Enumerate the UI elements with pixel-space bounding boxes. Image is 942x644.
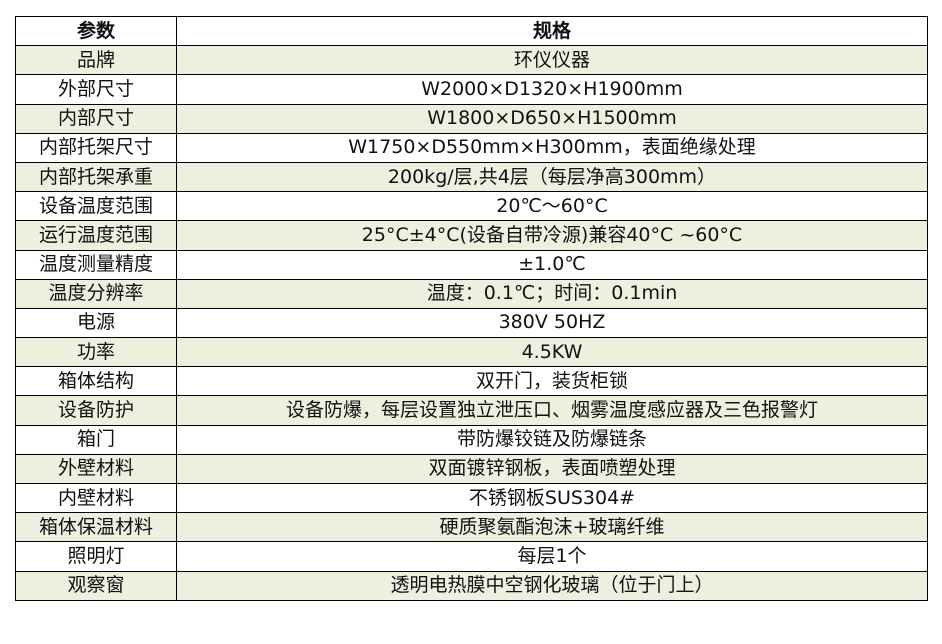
table-row: 运行温度范围 25°C±4°C(设备自带冷源)兼容40°C ~60°C [15, 220, 928, 251]
param-cell: 设备温度范围 [15, 191, 177, 222]
spec-cell: ±1.0℃ [176, 249, 928, 280]
param-cell: 外部尺寸 [15, 74, 177, 105]
param-cell: 功率 [15, 337, 177, 368]
param-cell: 内部托架承重 [15, 161, 177, 193]
spec-cell: 设备防爆，每层设置独立泄压口、烟雾温度感应器及三色报警灯 [176, 395, 928, 426]
param-cell: 照明灯 [15, 541, 177, 572]
table-row: 功率 4.5KW [15, 337, 928, 368]
spec-cell: 4.5KW [176, 337, 928, 368]
spec-cell: 硬质聚氨酯泡沫+玻璃纤维 [176, 512, 928, 543]
param-cell: 箱体保温材料 [15, 512, 177, 543]
spec-cell: 双面镀锌钢板，表面喷塑处理 [176, 453, 928, 485]
param-cell: 设备防护 [15, 395, 177, 426]
spec-cell: W1800×D650×H1500mm [176, 103, 928, 134]
header-spec: 规格 [176, 15, 928, 47]
table-row: 内部托架承重 200kg/层,共4层（每层净高300mm） [15, 161, 928, 193]
spec-table: 参数 规格 品牌 环仪仪器 外部尺寸 W2000×D1320×H1900mm 内部尺寸 W… [15, 15, 928, 601]
spec-cell: W2000×D1320×H1900mm [176, 74, 928, 105]
table-row: 温度测量精度 ±1.0℃ [15, 249, 928, 280]
spec-cell: 每层1个 [176, 541, 928, 572]
table-row: 观察窗 透明电热膜中空钢化玻璃（位于门上） [15, 570, 928, 601]
param-cell: 观察窗 [15, 570, 177, 601]
table-row: 箱门 带防爆铰链及防爆链条 [15, 424, 928, 455]
table-row: 温度分辨率 温度：0.1℃；时间：0.1min [15, 278, 928, 309]
spec-cell: 带防爆铰链及防爆链条 [176, 424, 928, 455]
table-row: 外部尺寸 W2000×D1320×H1900mm [15, 74, 928, 105]
header-param: 参数 [15, 15, 177, 47]
spec-cell: 透明电热膜中空钢化玻璃（位于门上） [176, 570, 928, 601]
param-cell: 温度分辨率 [15, 278, 177, 309]
table-row: 内壁材料 不锈钢板SUS304# [15, 482, 928, 514]
table-row: 电源 380V 50HZ [15, 307, 928, 339]
spec-cell: 双开门，装货柜锁 [176, 366, 928, 397]
header-row: 参数 规格 [15, 15, 928, 47]
spec-cell: 不锈钢板SUS304# [176, 482, 928, 514]
param-cell: 外壁材料 [15, 453, 177, 485]
param-cell: 运行温度范围 [15, 220, 177, 251]
spec-cell: 温度：0.1℃；时间：0.1min [176, 278, 928, 309]
spec-cell: 环仪仪器 [176, 45, 928, 76]
table-row: 品牌 环仪仪器 [15, 45, 928, 76]
param-cell: 内部托架尺寸 [15, 132, 177, 163]
spec-cell: 200kg/层,共4层（每层净高300mm） [176, 161, 928, 193]
param-cell: 箱门 [15, 424, 177, 455]
spec-cell: 380V 50HZ [176, 307, 928, 339]
spec-cell: W1750×D550mm×H300mm，表面绝缘处理 [176, 132, 928, 163]
table-row: 外壁材料 双面镀锌钢板，表面喷塑处理 [15, 453, 928, 485]
param-cell: 箱体结构 [15, 366, 177, 397]
spec-cell: 25°C±4°C(设备自带冷源)兼容40°C ~60°C [176, 220, 928, 251]
spec-cell: 20℃～60°C [176, 191, 928, 222]
table-row: 照明灯 每层1个 [15, 541, 928, 572]
table-row: 箱体结构 双开门，装货柜锁 [15, 366, 928, 397]
table-row: 设备温度范围 20℃～60°C [15, 191, 928, 222]
param-cell: 品牌 [15, 45, 177, 76]
table-row: 箱体保温材料 硬质聚氨酯泡沫+玻璃纤维 [15, 512, 928, 543]
param-cell: 内部尺寸 [15, 103, 177, 134]
param-cell: 温度测量精度 [15, 249, 177, 280]
param-cell: 电源 [15, 307, 177, 339]
param-cell: 内壁材料 [15, 482, 177, 514]
table-row: 内部尺寸 W1800×D650×H1500mm [15, 103, 928, 134]
table-row: 内部托架尺寸 W1750×D550mm×H300mm，表面绝缘处理 [15, 132, 928, 163]
table-row: 设备防护 设备防爆，每层设置独立泄压口、烟雾温度感应器及三色报警灯 [15, 395, 928, 426]
